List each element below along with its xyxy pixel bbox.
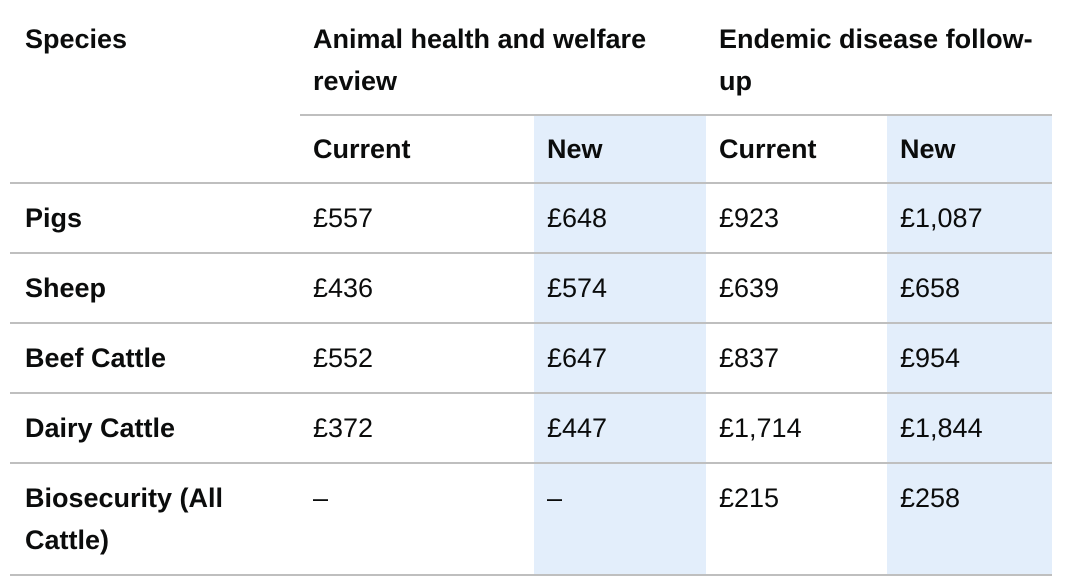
column-header-species: Species [10, 8, 300, 184]
row-label: Biosecurity (All Cattle) [10, 463, 300, 576]
cell-value: £647 [534, 323, 706, 394]
cell-value: £1,844 [887, 393, 1053, 464]
cell-value: £923 [706, 183, 887, 254]
cell-value: £436 [300, 253, 534, 324]
cell-value: £574 [534, 253, 706, 324]
row-label: Sheep [10, 253, 300, 324]
cell-value: £1,087 [887, 183, 1053, 254]
row-label: Dairy Cattle [10, 393, 300, 464]
column-header-ahw-current: Current [300, 115, 534, 184]
row-label: Beef Cattle [10, 323, 300, 394]
cell-value: £1,714 [706, 393, 887, 464]
cell-value: £639 [706, 253, 887, 324]
cell-value: £557 [300, 183, 534, 254]
column-group-endemic-disease-follow-up: Endemic disease follow-up [706, 8, 1053, 116]
row-label: Pigs [10, 183, 300, 254]
cell-value: £215 [706, 463, 887, 576]
column-header-endemic-current: Current [706, 115, 887, 184]
cell-value: – [300, 463, 534, 576]
column-header-endemic-new: New [887, 115, 1053, 184]
cell-value: £372 [300, 393, 534, 464]
cell-value: – [534, 463, 706, 576]
cell-value: £837 [706, 323, 887, 394]
table-row-dairy-cattle: Dairy Cattle £372 £447 £1,714 £1,844 [10, 393, 1053, 464]
table-row-biosecurity-all-cattle: Biosecurity (All Cattle) – – £215 £258 [10, 463, 1053, 576]
table-row-pigs: Pigs £557 £648 £923 £1,087 [10, 183, 1053, 254]
cell-value: £552 [300, 323, 534, 394]
group-header-row: Species Animal health and welfare review… [10, 8, 1053, 184]
table-row-beef-cattle: Beef Cattle £552 £647 £837 £954 [10, 323, 1053, 394]
column-group-animal-health-welfare-review: Animal health and welfare review [300, 8, 706, 116]
cell-value: £258 [887, 463, 1053, 576]
cell-value: £648 [534, 183, 706, 254]
column-header-ahw-new: New [534, 115, 706, 184]
cell-value: £954 [887, 323, 1053, 394]
cell-value: £447 [534, 393, 706, 464]
cell-value: £658 [887, 253, 1053, 324]
sub-header-row: Current New Current New [10, 115, 1053, 184]
table-row-sheep: Sheep £436 £574 £639 £658 [10, 253, 1053, 324]
funding-rates-table: Species Animal health and welfare review… [10, 8, 1053, 576]
